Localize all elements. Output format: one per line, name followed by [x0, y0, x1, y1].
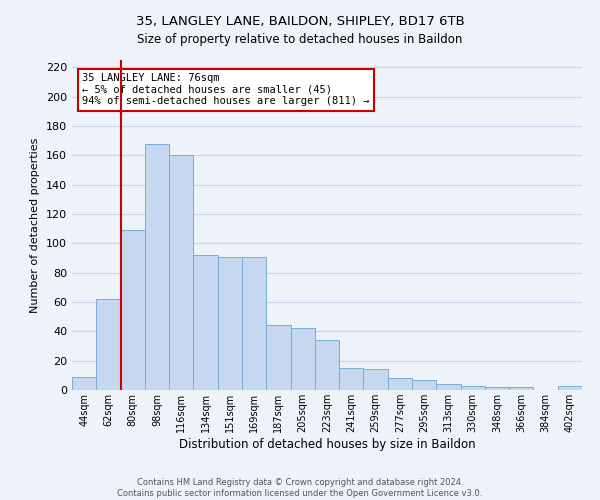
Bar — [461, 386, 485, 390]
Bar — [266, 326, 290, 390]
Bar — [218, 256, 242, 390]
Bar — [315, 340, 339, 390]
Bar — [169, 156, 193, 390]
Bar — [242, 256, 266, 390]
Bar — [436, 384, 461, 390]
Bar — [121, 230, 145, 390]
Bar — [96, 299, 121, 390]
Text: 35 LANGLEY LANE: 76sqm
← 5% of detached houses are smaller (45)
94% of semi-deta: 35 LANGLEY LANE: 76sqm ← 5% of detached … — [82, 73, 370, 106]
Bar — [558, 386, 582, 390]
Bar — [145, 144, 169, 390]
Text: Contains HM Land Registry data © Crown copyright and database right 2024.
Contai: Contains HM Land Registry data © Crown c… — [118, 478, 482, 498]
Bar — [72, 377, 96, 390]
Bar — [388, 378, 412, 390]
Text: 35, LANGLEY LANE, BAILDON, SHIPLEY, BD17 6TB: 35, LANGLEY LANE, BAILDON, SHIPLEY, BD17… — [136, 15, 464, 28]
Text: Size of property relative to detached houses in Baildon: Size of property relative to detached ho… — [137, 32, 463, 46]
Y-axis label: Number of detached properties: Number of detached properties — [31, 138, 40, 312]
Bar — [412, 380, 436, 390]
Bar — [364, 370, 388, 390]
Bar — [339, 368, 364, 390]
Bar — [509, 387, 533, 390]
X-axis label: Distribution of detached houses by size in Baildon: Distribution of detached houses by size … — [179, 438, 475, 451]
Bar — [290, 328, 315, 390]
Bar — [193, 255, 218, 390]
Bar — [485, 387, 509, 390]
